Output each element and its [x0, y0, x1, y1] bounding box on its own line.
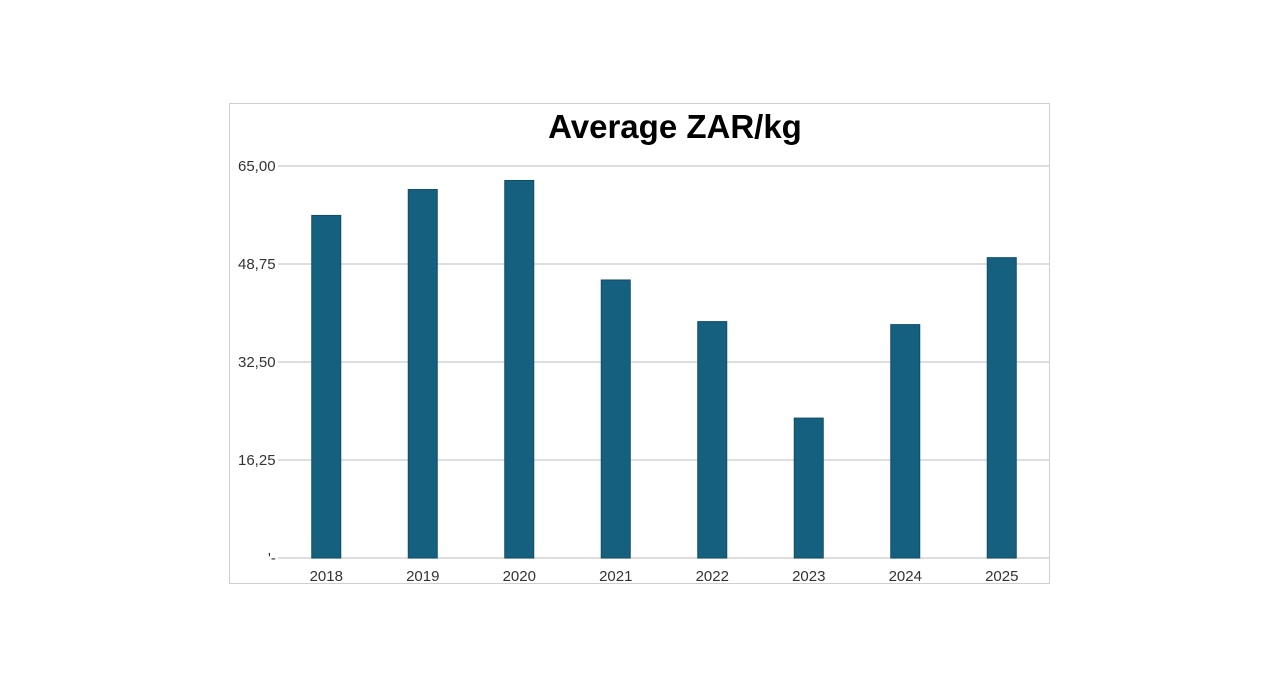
x-tick-label: 2025 [985, 568, 1018, 585]
bar-2024 [890, 324, 921, 559]
bar-2021 [600, 279, 631, 559]
x-tick-label: 2022 [696, 568, 729, 585]
bar-2018 [311, 214, 342, 559]
y-tick-label: '- [268, 550, 276, 567]
grid-lines [278, 165, 1050, 559]
y-tick-label: 48,75 [238, 256, 276, 273]
x-tick-label: 2019 [406, 568, 439, 585]
bar-2019 [407, 189, 438, 559]
chart-title: Average ZAR/kg [548, 108, 802, 145]
y-tick-label: 65,00 [238, 158, 276, 175]
bar-2025 [986, 257, 1017, 559]
x-tick-label: 2023 [792, 568, 825, 585]
bar-2022 [697, 321, 728, 559]
x-tick-label: 2020 [503, 568, 536, 585]
y-axis-ticks: '- 16,25 32,50 48,75 65,00 [238, 158, 276, 567]
x-axis-ticks: 2018 2019 2020 2021 2022 2023 2024 2025 [310, 568, 1019, 585]
x-tick-label: 2021 [599, 568, 632, 585]
bars [311, 179, 1017, 559]
x-tick-label: 2018 [310, 568, 343, 585]
x-tick-label: 2024 [889, 568, 922, 585]
bar-2020 [504, 179, 535, 559]
y-tick-label: 32,50 [238, 354, 276, 371]
y-tick-label: 16,25 [238, 452, 276, 469]
bar-2023 [793, 417, 824, 559]
